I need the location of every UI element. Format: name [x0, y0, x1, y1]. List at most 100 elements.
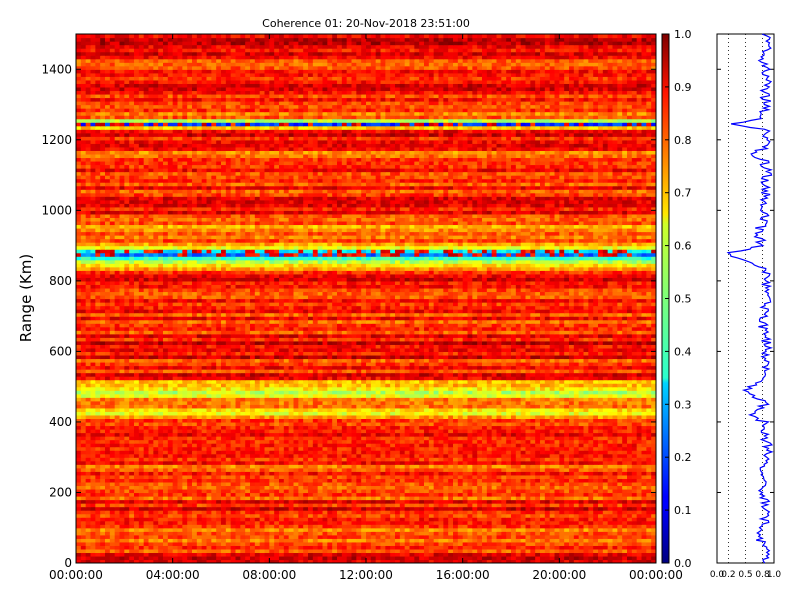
heatmap-cell — [370, 432, 377, 437]
heatmap-cell — [129, 531, 135, 536]
heatmap-cell — [163, 506, 169, 511]
heatmap-cell — [124, 524, 130, 529]
heatmap-cell — [308, 552, 314, 557]
heatmap-cell — [105, 474, 111, 479]
heatmap-cell — [622, 450, 628, 455]
heatmap-cell — [95, 450, 101, 455]
heatmap-cell — [419, 538, 425, 543]
heatmap-cell — [288, 506, 295, 511]
heatmap-cell — [506, 492, 512, 497]
heatmap-cell — [467, 503, 473, 508]
heatmap-cell — [303, 467, 309, 472]
heatmap-cell — [148, 414, 154, 420]
heatmap-cell — [293, 506, 299, 511]
heatmap-cell — [525, 453, 531, 458]
heatmap-cell — [370, 439, 377, 444]
heatmap-cell — [143, 524, 150, 529]
heatmap-cell — [607, 524, 614, 529]
heatmap-cell — [428, 524, 435, 529]
heatmap-cell — [496, 478, 502, 483]
heatmap-cell — [530, 517, 536, 522]
heatmap-cell — [404, 446, 411, 451]
heatmap-cell — [230, 453, 237, 458]
heatmap-cell — [448, 446, 454, 451]
heatmap-cell — [380, 450, 386, 455]
heatmap-cell — [351, 443, 357, 448]
heatmap-cell — [283, 428, 290, 434]
heatmap-cell — [192, 478, 198, 483]
heatmap-cell — [598, 520, 604, 525]
heatmap-cell — [134, 559, 140, 563]
heatmap-cell — [569, 443, 575, 448]
heatmap-cell — [530, 460, 536, 465]
heatmap-cell — [114, 506, 121, 511]
heatmap-cell — [482, 439, 488, 444]
heatmap-cell — [158, 520, 164, 525]
heatmap-cell — [187, 478, 193, 483]
heatmap-cell — [544, 545, 551, 550]
heatmap-cell — [399, 436, 406, 441]
heatmap-cell — [467, 443, 473, 448]
heatmap-cell — [419, 495, 425, 501]
heatmap-cell — [520, 527, 527, 532]
heatmap-cell — [631, 510, 638, 515]
heatmap-cell — [366, 499, 372, 504]
heatmap-cell — [641, 495, 647, 501]
heatmap-cell — [399, 527, 406, 532]
heatmap-cell — [573, 421, 580, 427]
heatmap-cell — [235, 488, 241, 494]
heatmap-cell — [230, 531, 237, 536]
heatmap-cell — [404, 481, 411, 487]
heatmap-cell — [520, 510, 527, 515]
heatmap-cell — [404, 524, 411, 529]
heatmap-cell — [322, 418, 328, 423]
heatmap-cell — [414, 436, 420, 441]
heatmap-cell — [230, 464, 237, 469]
heatmap-cell — [187, 421, 193, 427]
heatmap-cell — [351, 432, 357, 437]
heatmap-cell — [631, 495, 638, 501]
heatmap-cell — [477, 436, 483, 441]
heatmap-cell — [303, 436, 309, 441]
heatmap-cell — [612, 559, 618, 563]
heatmap-cell — [540, 548, 546, 554]
heatmap-cell — [530, 428, 536, 434]
heatmap-cell — [627, 534, 633, 539]
heatmap-cell — [235, 555, 241, 561]
heatmap-cell — [496, 499, 502, 504]
heatmap-cell — [76, 503, 82, 508]
heatmap-cell — [134, 545, 140, 550]
heatmap-cell — [211, 446, 217, 451]
heatmap-cell — [143, 531, 150, 536]
heatmap-cell — [414, 517, 420, 522]
heatmap-cell — [308, 457, 314, 462]
heatmap-cell — [544, 457, 551, 462]
heatmap-cell — [467, 471, 473, 476]
heatmap-cell — [250, 464, 256, 469]
heatmap-cell — [593, 531, 599, 536]
heatmap-cell — [177, 517, 183, 522]
heatmap-cell — [332, 414, 338, 420]
heatmap-cell — [511, 541, 517, 546]
heatmap-cell — [259, 513, 266, 518]
heatmap-cell — [346, 534, 353, 539]
heatmap-cell — [424, 414, 430, 420]
heatmap-cell — [428, 414, 435, 420]
heatmap-cell — [158, 471, 164, 476]
heatmap-cell — [593, 555, 599, 561]
heatmap-cell — [274, 453, 280, 458]
heatmap-cell — [496, 545, 502, 550]
heatmap-cell — [351, 524, 357, 529]
heatmap-cell — [486, 548, 493, 554]
heatmap-cell — [482, 534, 488, 539]
heatmap-cell — [196, 453, 203, 458]
heatmap-cell — [593, 488, 599, 494]
heatmap-cell — [390, 453, 396, 458]
heatmap-cell — [129, 492, 135, 497]
heatmap-cell — [90, 428, 96, 434]
heatmap-cell — [361, 453, 367, 458]
heatmap-cell — [211, 555, 217, 561]
heatmap-cell — [230, 421, 237, 427]
heatmap-cell — [245, 464, 251, 469]
heatmap-cell — [341, 541, 348, 546]
